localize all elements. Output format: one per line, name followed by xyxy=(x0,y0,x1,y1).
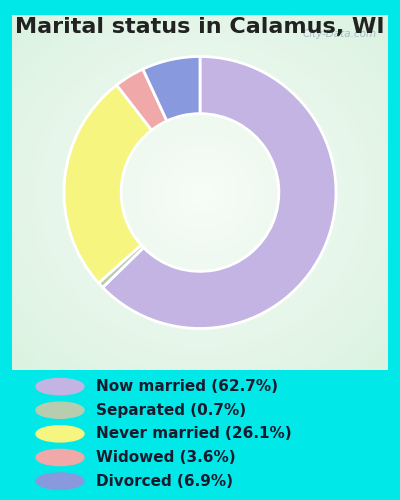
Circle shape xyxy=(36,426,84,442)
Circle shape xyxy=(36,473,84,489)
Text: Separated (0.7%): Separated (0.7%) xyxy=(96,402,246,417)
Wedge shape xyxy=(103,56,336,328)
Wedge shape xyxy=(64,85,152,283)
Wedge shape xyxy=(143,56,200,121)
Circle shape xyxy=(36,378,84,394)
Text: Now married (62.7%): Now married (62.7%) xyxy=(96,379,278,394)
Text: City-Data.com: City-Data.com xyxy=(302,29,377,39)
Text: Divorced (6.9%): Divorced (6.9%) xyxy=(96,474,233,488)
Text: Widowed (3.6%): Widowed (3.6%) xyxy=(96,450,236,465)
Wedge shape xyxy=(98,245,144,288)
Text: Never married (26.1%): Never married (26.1%) xyxy=(96,426,292,442)
Circle shape xyxy=(36,450,84,466)
Text: Marital status in Calamus, WI: Marital status in Calamus, WI xyxy=(15,18,385,38)
Wedge shape xyxy=(117,69,167,130)
Circle shape xyxy=(36,402,84,418)
